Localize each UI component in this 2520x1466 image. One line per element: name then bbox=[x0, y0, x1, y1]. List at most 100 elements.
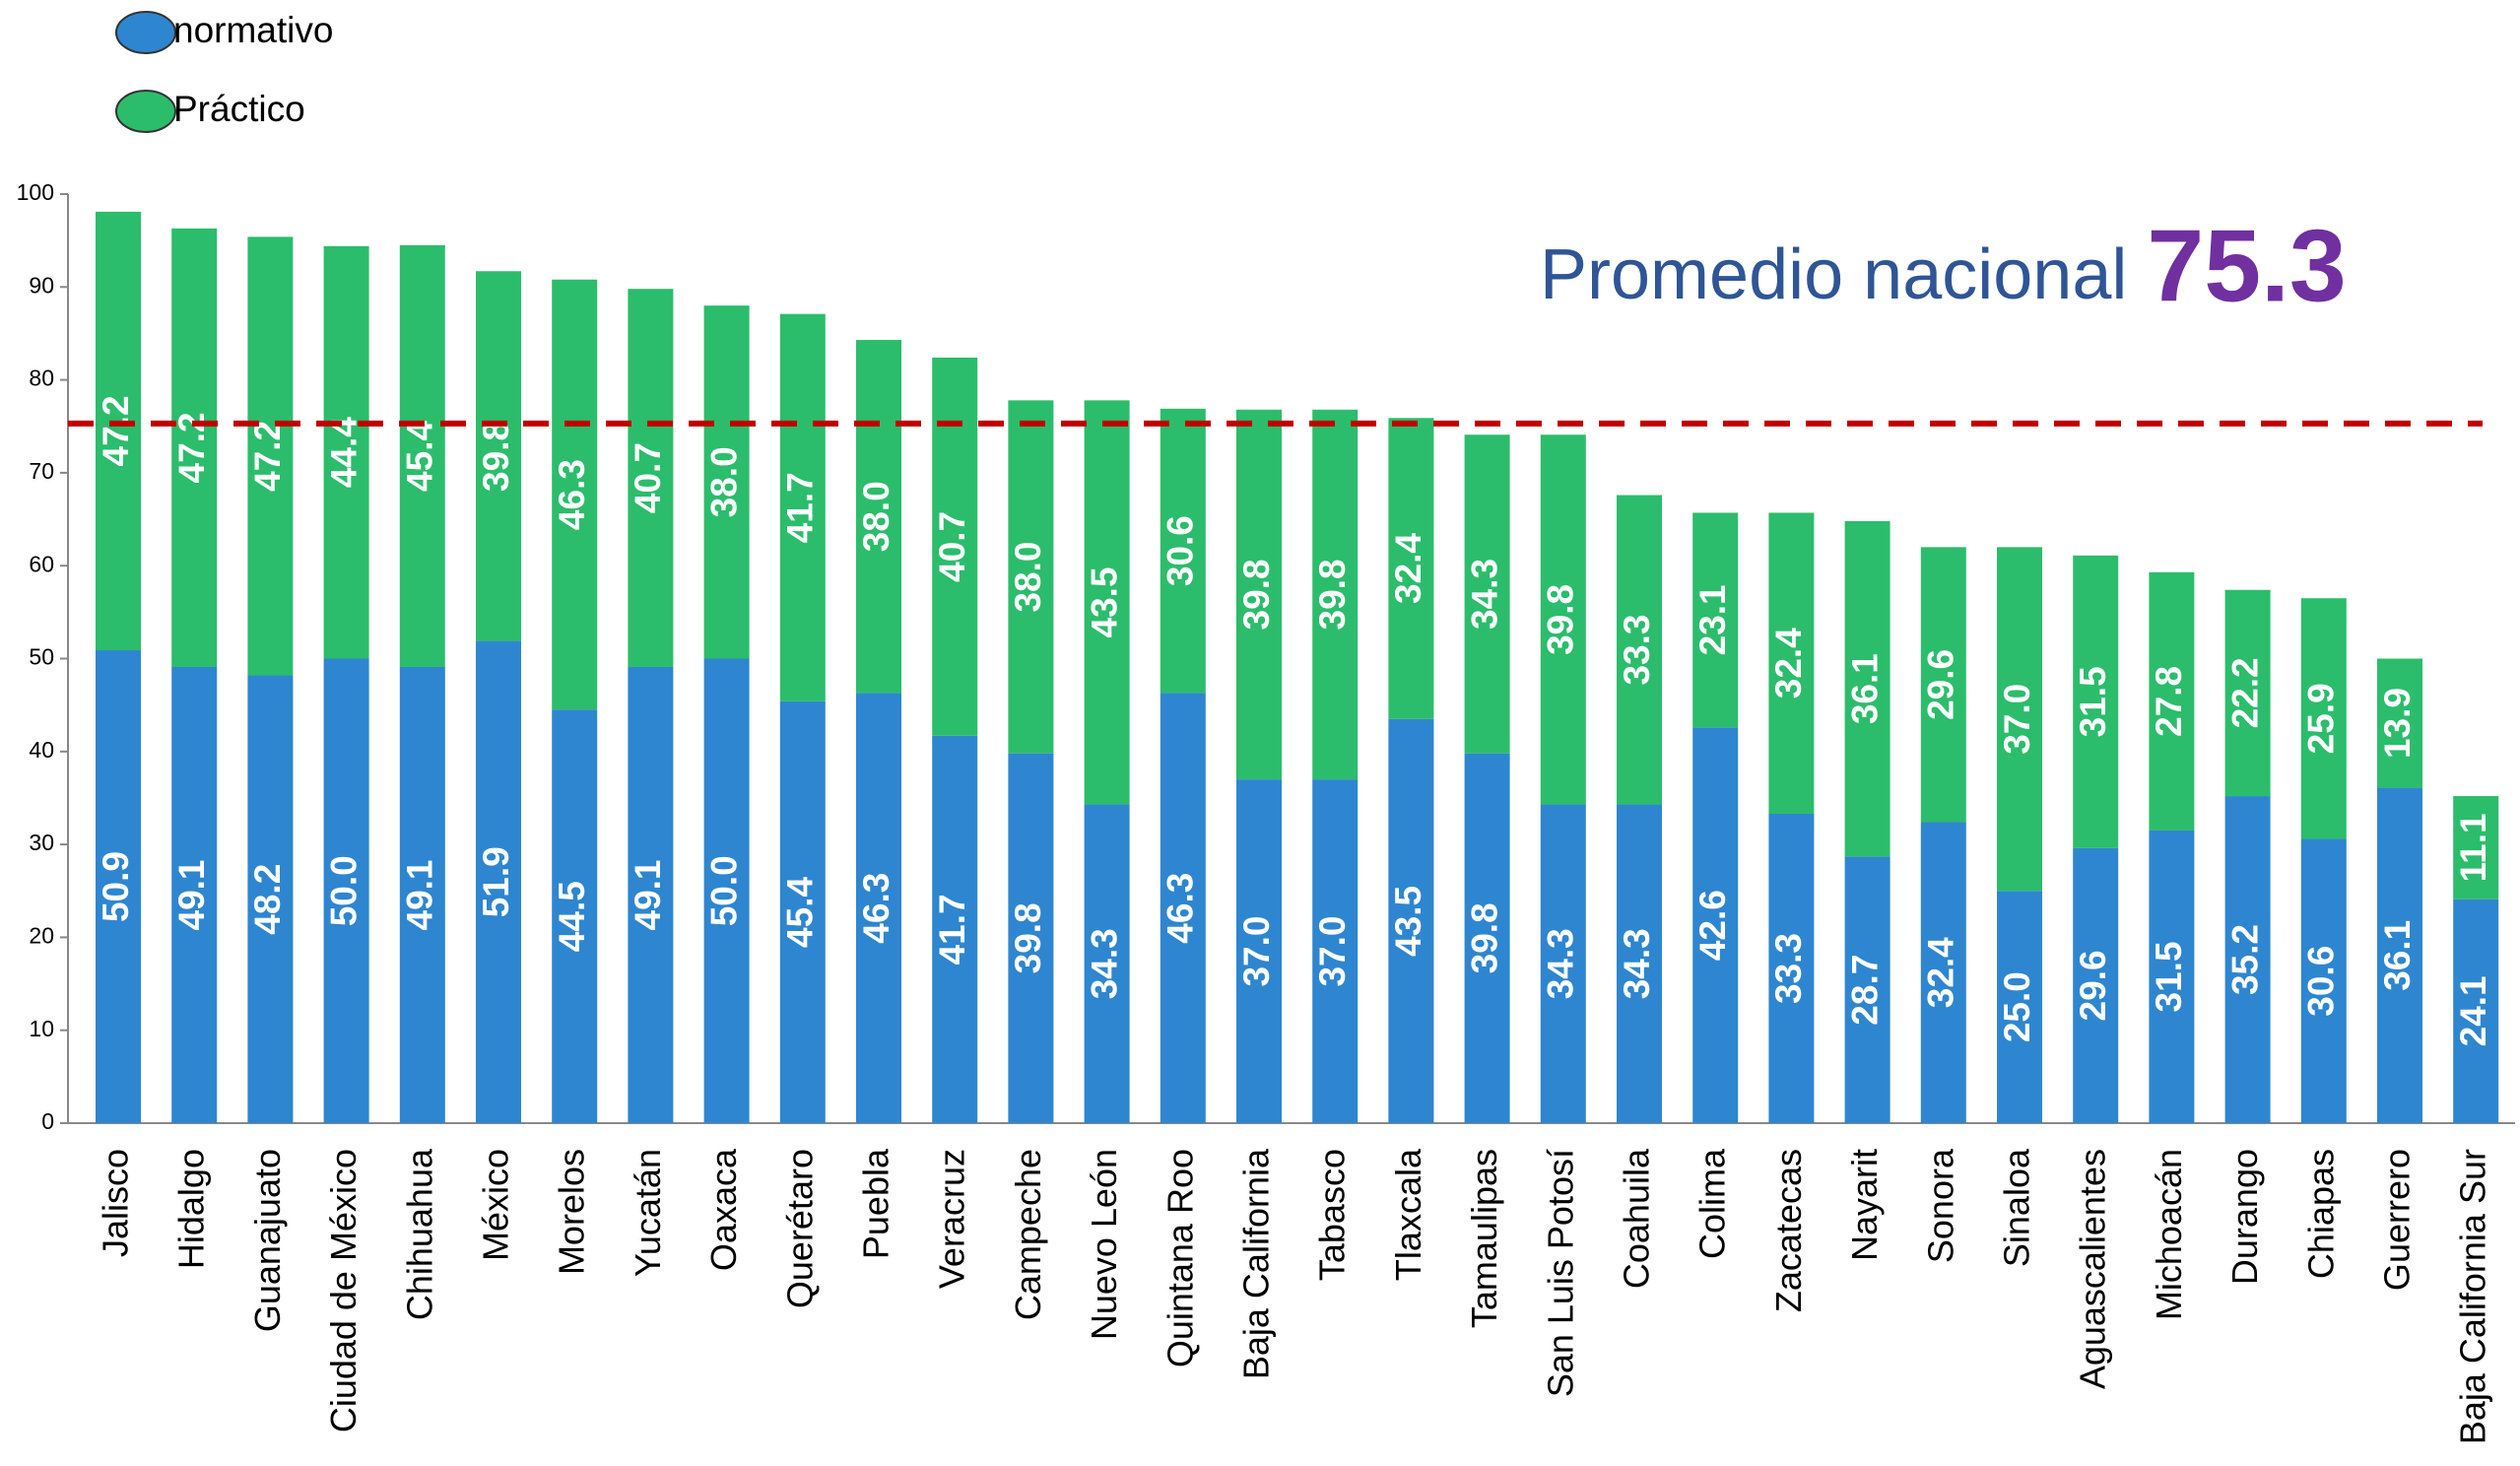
bar-segment bbox=[1692, 512, 1739, 728]
value-label: 49.1 bbox=[628, 859, 668, 930]
value-label: 46.3 bbox=[1161, 873, 1201, 944]
x-tick-label: Coahuila bbox=[1617, 1148, 1657, 1289]
value-label: 34.3 bbox=[1617, 928, 1657, 999]
value-label: 13.9 bbox=[2377, 688, 2418, 759]
bar-segment bbox=[1008, 753, 1054, 1123]
value-label: 47.2 bbox=[96, 395, 136, 466]
value-label: 32.4 bbox=[1768, 628, 1809, 699]
bar-segment bbox=[1920, 822, 1966, 1123]
y-tick-label: 10 bbox=[29, 1016, 54, 1041]
bar-segment bbox=[2224, 589, 2271, 797]
bar-segment bbox=[1160, 693, 1206, 1123]
legend-label: normativo bbox=[173, 10, 333, 50]
value-label: 22.2 bbox=[2224, 657, 2265, 728]
x-tick-label: Campeche bbox=[1008, 1149, 1048, 1320]
x-tick-label: Tlaxcala bbox=[1388, 1148, 1428, 1281]
value-label: 35.2 bbox=[2224, 924, 2265, 995]
x-tick-label: Tamaulipas bbox=[1464, 1149, 1504, 1328]
x-tick-label: Aguascalientes bbox=[2073, 1149, 2113, 1389]
value-label: 11.1 bbox=[2453, 813, 2493, 882]
x-tick-label: Querétaro bbox=[779, 1149, 820, 1308]
value-label: 49.1 bbox=[171, 859, 212, 930]
bar-segment bbox=[323, 658, 369, 1123]
bar-segment bbox=[2073, 555, 2119, 848]
bar-segment bbox=[1236, 409, 1282, 780]
value-label: 37.0 bbox=[1312, 916, 1353, 987]
bar-segment bbox=[476, 271, 521, 641]
value-label: 44.4 bbox=[323, 417, 364, 488]
x-tick-label: Zacatecas bbox=[1768, 1149, 1809, 1312]
bar-segment bbox=[171, 228, 218, 667]
x-tick-label: Sinaloa bbox=[1997, 1148, 2037, 1267]
bar-segment bbox=[703, 658, 750, 1123]
legend-label: Práctico bbox=[173, 89, 305, 129]
value-label: 27.8 bbox=[2149, 666, 2189, 737]
value-label: 32.4 bbox=[1388, 533, 1428, 604]
x-tick-label: Chihuahua bbox=[399, 1148, 439, 1320]
value-label: 39.8 bbox=[1312, 559, 1353, 630]
bar-segment bbox=[628, 666, 674, 1123]
bar-segment bbox=[2300, 838, 2347, 1123]
x-tick-label: Veracruz bbox=[932, 1149, 972, 1289]
x-tick-label: Michoacán bbox=[2149, 1149, 2189, 1320]
value-label: 25.0 bbox=[1997, 971, 2037, 1042]
y-tick-label: 40 bbox=[29, 737, 54, 763]
value-label: 50.0 bbox=[323, 855, 364, 926]
bar-segment bbox=[1692, 727, 1739, 1123]
bar-segment bbox=[1768, 813, 1815, 1123]
x-tick-label: Guerrero bbox=[2377, 1149, 2418, 1291]
y-tick-label: 60 bbox=[29, 551, 54, 576]
bar-segment bbox=[1844, 856, 1890, 1123]
bar-segment bbox=[703, 305, 750, 659]
bar-segment bbox=[1464, 753, 1510, 1123]
bar-segment bbox=[779, 700, 826, 1123]
x-tick-label: Guanajuato bbox=[247, 1149, 288, 1332]
bar-segment bbox=[552, 279, 598, 710]
legend-swatch bbox=[115, 90, 176, 133]
x-tick-label: Ciudad de México bbox=[323, 1149, 364, 1433]
value-label: 34.3 bbox=[1084, 928, 1124, 999]
x-tick-label: Colima bbox=[1692, 1148, 1733, 1259]
value-label: 32.4 bbox=[1921, 937, 1961, 1008]
bar-segment bbox=[1160, 408, 1206, 694]
bar-segment bbox=[1008, 400, 1054, 754]
value-label: 37.0 bbox=[1236, 916, 1277, 987]
value-label: 45.4 bbox=[780, 877, 821, 948]
bar-segment bbox=[1312, 779, 1359, 1123]
value-label: 34.3 bbox=[1464, 559, 1504, 630]
value-label: 40.7 bbox=[932, 511, 972, 582]
bar-segment bbox=[247, 675, 294, 1123]
y-tick-label: 80 bbox=[29, 366, 54, 391]
y-tick-label: 70 bbox=[29, 458, 54, 484]
bar-segment bbox=[1540, 804, 1586, 1123]
bar-segment bbox=[2377, 787, 2422, 1123]
value-label: 29.6 bbox=[1921, 649, 1961, 720]
bar-segment bbox=[323, 245, 369, 659]
bar-segment bbox=[1844, 520, 1890, 857]
y-tick-label: 100 bbox=[17, 179, 54, 205]
bar-segment bbox=[399, 666, 445, 1123]
x-tick-label: Puebla bbox=[856, 1148, 896, 1259]
bar-segment bbox=[552, 709, 598, 1123]
y-tick-label: 30 bbox=[29, 830, 54, 855]
value-label: 50.0 bbox=[703, 855, 744, 926]
x-tick-label: Chiapas bbox=[2300, 1149, 2341, 1279]
bar-segment bbox=[2377, 658, 2422, 788]
value-label: 25.9 bbox=[2301, 683, 2342, 754]
bar-segment bbox=[96, 211, 141, 651]
x-tick-label: Hidalgo bbox=[171, 1149, 212, 1269]
x-tick-label: Baja California Sur bbox=[2453, 1149, 2493, 1444]
value-label: 40.7 bbox=[628, 442, 668, 513]
bar-segment bbox=[1997, 547, 2042, 892]
bar-segment bbox=[779, 313, 826, 701]
bar-segment bbox=[1464, 434, 1510, 754]
value-label: 30.6 bbox=[2301, 946, 2342, 1017]
bar-segment bbox=[1388, 718, 1434, 1123]
value-label: 23.1 bbox=[1692, 584, 1733, 655]
value-label: 39.8 bbox=[1236, 559, 1277, 630]
value-label: 47.2 bbox=[247, 421, 288, 492]
x-tick-label: Jalisco bbox=[96, 1149, 136, 1257]
value-label: 46.3 bbox=[552, 459, 592, 530]
bar-segment bbox=[1312, 409, 1359, 780]
